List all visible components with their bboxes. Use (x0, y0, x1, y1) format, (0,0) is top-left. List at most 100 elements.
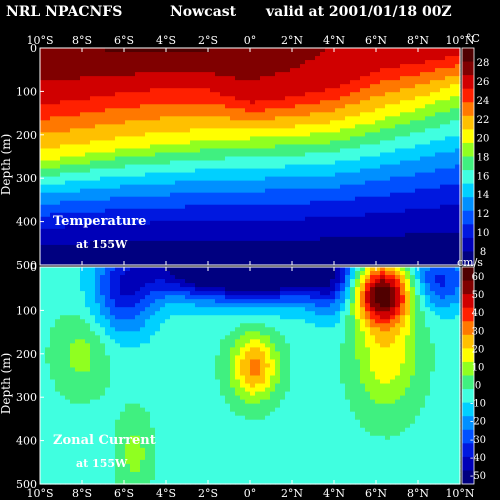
heatmap-cell (225, 252, 231, 258)
heatmap-cell (340, 124, 346, 129)
heatmap-cell (195, 96, 201, 101)
heatmap-cell (325, 152, 331, 158)
heatmap-cell (110, 184, 116, 190)
heatmap-cell (355, 184, 361, 190)
heatmap-cell (40, 395, 46, 401)
heatmap-cell (125, 176, 131, 182)
heatmap-cell (455, 172, 461, 178)
heatmap-cell (155, 48, 161, 53)
heatmap-cell (430, 228, 436, 234)
heatmap-cell (245, 256, 251, 262)
heatmap-cell (440, 260, 446, 266)
heatmap-cell (90, 112, 96, 117)
heatmap-cell (40, 228, 46, 234)
heatmap-cell (420, 80, 426, 85)
heatmap-cell (325, 72, 331, 77)
heatmap-cell (80, 236, 86, 242)
heatmap-cell (420, 192, 426, 198)
heatmap-cell (335, 204, 341, 210)
heatmap-cell (230, 56, 236, 61)
heatmap-cell (255, 120, 261, 125)
heatmap-cell (305, 132, 311, 138)
heatmap-cell (425, 96, 431, 101)
heatmap-cell (45, 307, 51, 312)
heatmap-cell (40, 252, 46, 258)
heatmap-cell (370, 56, 376, 61)
heatmap-cell (170, 124, 176, 129)
heatmap-cell (305, 80, 311, 85)
heatmap-cell (345, 252, 351, 258)
heatmap-cell (385, 136, 391, 142)
heatmap-cell (425, 248, 431, 254)
heatmap-cell (165, 136, 171, 142)
heatmap-cell (160, 204, 166, 210)
heatmap-cell (375, 152, 381, 158)
heatmap-cell (140, 248, 146, 254)
heatmap-cell (300, 196, 306, 202)
heatmap-cell (435, 56, 441, 61)
heatmap-cell (45, 52, 51, 57)
heatmap-cell (435, 88, 441, 93)
heatmap-cell (310, 64, 316, 69)
heatmap-cell (275, 232, 281, 238)
heatmap-cell (250, 248, 256, 254)
heatmap-cell (250, 68, 256, 73)
heatmap-cell (50, 311, 56, 316)
heatmap-cell (170, 248, 176, 254)
heatmap-cell (120, 172, 126, 178)
heatmap-cell (115, 228, 121, 234)
heatmap-cell (230, 108, 236, 113)
heatmap-cell (130, 176, 136, 182)
heatmap-cell (390, 176, 396, 182)
heatmap-cell (220, 232, 226, 238)
heatmap-cell (170, 64, 176, 69)
heatmap-cell (200, 92, 206, 97)
heatmap-cell (95, 184, 101, 190)
heatmap-cell (115, 96, 121, 101)
heatmap-cell (440, 188, 446, 194)
heatmap-cell (390, 244, 396, 250)
heatmap-cell (420, 120, 426, 125)
heatmap-cell (70, 375, 76, 381)
heatmap-cell (365, 228, 371, 234)
heatmap-cell (230, 252, 236, 258)
heatmap-cell (215, 228, 221, 234)
heatmap-cell (210, 132, 216, 138)
heatmap-cell (70, 467, 76, 473)
heatmap-cell (70, 192, 76, 198)
heatmap-cell (140, 224, 146, 230)
heatmap-cell (240, 156, 246, 162)
heatmap-cell (175, 200, 181, 206)
heatmap-cell (360, 204, 366, 210)
heatmap-cell (115, 192, 121, 198)
heatmap-cell (130, 192, 136, 198)
heatmap-cell (115, 108, 121, 113)
heatmap-cell (40, 160, 46, 166)
heatmap-cell (285, 76, 291, 81)
heatmap-cell (220, 228, 226, 234)
heatmap-cell (130, 120, 136, 125)
heatmap-cell (290, 220, 296, 226)
heatmap-cell (230, 204, 236, 210)
heatmap-cell (55, 208, 61, 214)
heatmap-cell (385, 176, 391, 182)
heatmap-cell (65, 248, 71, 254)
heatmap-cell (385, 164, 391, 170)
heatmap-cell (420, 116, 426, 121)
heatmap-cell (315, 232, 321, 238)
heatmap-cell (385, 204, 391, 210)
heatmap-cell (110, 232, 116, 238)
heatmap-cell (230, 256, 236, 262)
heatmap-cell (215, 208, 221, 214)
heatmap-cell (435, 256, 441, 262)
heatmap-cell (185, 88, 191, 93)
heatmap-cell (220, 96, 226, 101)
heatmap-cell (275, 92, 281, 97)
heatmap-cell (355, 248, 361, 254)
heatmap-cell (450, 68, 456, 73)
heatmap-cell (40, 108, 46, 113)
heatmap-cell (295, 204, 301, 210)
heatmap-cell (100, 144, 106, 150)
heatmap-cell (100, 252, 106, 258)
heatmap-cell (245, 120, 251, 125)
